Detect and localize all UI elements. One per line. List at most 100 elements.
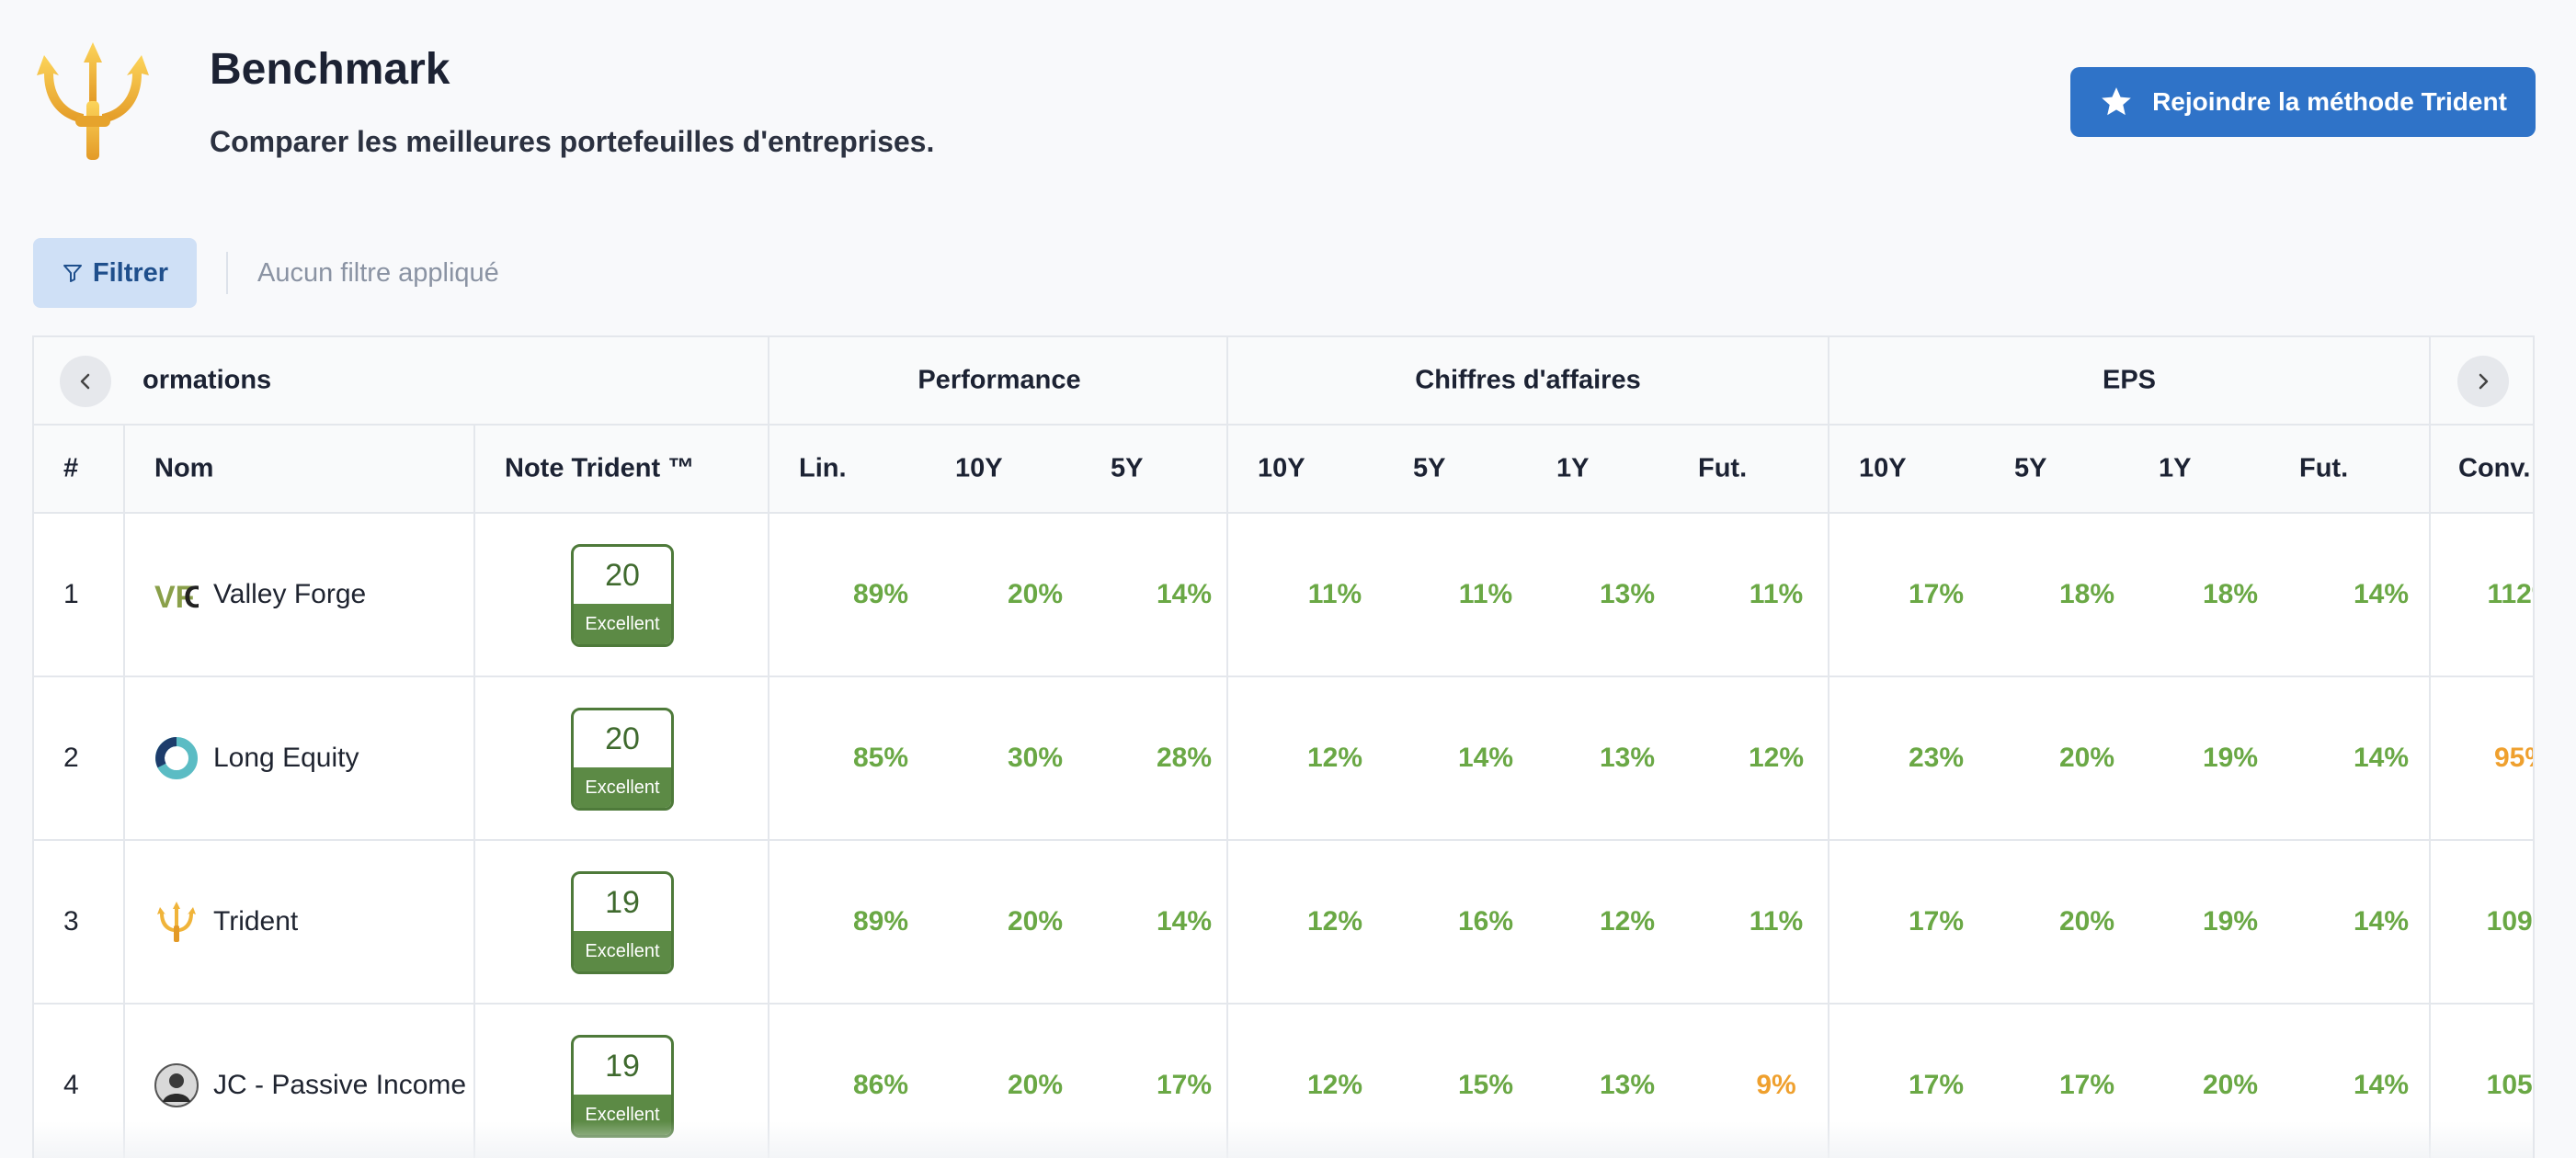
conv-cell: 112% [2487, 579, 2533, 609]
portfolio-avatar [154, 900, 199, 944]
valley-forge-logo-icon: VFC [154, 580, 199, 615]
col-name[interactable]: Nom [154, 453, 214, 483]
rank-cell: 1 [63, 579, 79, 609]
filter-button[interactable]: Filtrer [33, 238, 197, 308]
e10-cell: 23% [1908, 743, 1965, 773]
star-icon [2102, 87, 2131, 116]
col-perf-10y[interactable]: 10Y [955, 453, 1003, 483]
p5-cell: 17% [1156, 1070, 1213, 1100]
col-eps-1y[interactable]: 1Y [2159, 453, 2192, 483]
svg-text:C: C [184, 580, 199, 615]
col-ca-5y[interactable]: 5Y [1413, 453, 1446, 483]
col-perf-lin[interactable]: Lin. [799, 453, 847, 483]
c5-cell: 15% [1457, 1070, 1514, 1100]
col-perf-5y[interactable]: 5Y [1111, 453, 1144, 483]
col-ca-10y[interactable]: 10Y [1258, 453, 1305, 483]
divider [123, 426, 125, 1158]
trident-row-logo-icon [157, 902, 196, 942]
portfolio-avatar: VFC [154, 573, 199, 617]
col-conv[interactable]: Conv. [2458, 453, 2531, 483]
ef-cell: 14% [2353, 579, 2410, 609]
table-row[interactable]: 4 JC - Passive Income 19 Excellent 86% 20% 17%… [34, 1005, 2533, 1158]
group-informations: ormations [142, 365, 272, 395]
portfolio-name: Trident [213, 906, 299, 937]
name-cell[interactable]: Trident [154, 900, 298, 944]
score-badge: 20 Excellent [571, 708, 674, 811]
p10-cell: 20% [1007, 906, 1064, 937]
e5-cell: 20% [2058, 743, 2115, 773]
p5-cell: 14% [1156, 906, 1213, 937]
p10-cell: 30% [1007, 743, 1064, 773]
e5-cell: 17% [2058, 1070, 2115, 1100]
table-row[interactable]: 1 VFC Valley Forge 20 Excellent 89% 20% 14% 11% 1… [34, 514, 2533, 677]
col-eps-10y[interactable]: 10Y [1859, 453, 1907, 483]
page-subtitle: Comparer les meilleures portefeuilles d'… [210, 125, 935, 158]
col-ca-1y[interactable]: 1Y [1556, 453, 1590, 483]
table-row[interactable]: 2 Long Equity 20 Excellent 85% 30% 28% 12% 14% 13… [34, 677, 2533, 841]
col-ca-fut[interactable]: Fut. [1698, 453, 1748, 483]
name-cell[interactable]: Long Equity [154, 736, 359, 780]
column-header-row: # Nom Note Trident ™ Lin. 10Y 5Y 10Y 5Y … [34, 426, 2533, 514]
p5-cell: 28% [1156, 743, 1213, 773]
join-trident-label: Rejoindre la méthode Trident [2152, 87, 2507, 116]
ef-cell: 14% [2353, 1070, 2410, 1100]
col-eps-fut[interactable]: Fut. [2299, 453, 2349, 483]
filter-divider [226, 252, 228, 294]
page-header: Benchmark Comparer les meilleures portef… [0, 0, 2576, 221]
c1-cell: 12% [1599, 906, 1656, 937]
portfolio-avatar [154, 736, 199, 780]
e1-cell: 19% [2202, 906, 2259, 937]
e10-cell: 17% [1908, 1070, 1965, 1100]
ef-cell: 14% [2353, 743, 2410, 773]
col-rank[interactable]: # [63, 453, 79, 483]
score-label: Excellent [574, 604, 671, 644]
rank-cell: 4 [63, 1070, 79, 1100]
col-eps-5y[interactable]: 5Y [2014, 453, 2047, 483]
cf-cell: 9% [1756, 1070, 1796, 1100]
long-equity-logo-icon [155, 737, 198, 779]
score-badge: 20 Excellent [571, 544, 674, 647]
cf-cell: 12% [1748, 743, 1805, 773]
cf-cell: 11% [1749, 906, 1804, 937]
portfolio-name: JC - Passive Income [213, 1070, 467, 1100]
e1-cell: 18% [2202, 579, 2259, 609]
c10-cell: 12% [1306, 1070, 1363, 1100]
conv-cell: 105% [2486, 1070, 2533, 1100]
e5-cell: 20% [2058, 906, 2115, 937]
score-label: Excellent [574, 767, 671, 808]
divider [768, 337, 769, 1158]
scroll-left-button[interactable] [60, 356, 111, 407]
benchmark-table: ormations Performance Chiffres d'affaire… [32, 335, 2535, 1158]
c5-cell: 14% [1457, 743, 1514, 773]
divider [473, 426, 475, 1158]
divider [1226, 337, 1228, 1158]
table-row[interactable]: 3 Trident 19 Excellent 89% 20% 14% 12% 16% 12% 11%… [34, 841, 2533, 1005]
score-value: 19 [605, 884, 640, 920]
lin-cell: 89% [852, 579, 909, 609]
col-note-trident[interactable]: Note Trident ™ [505, 453, 695, 483]
e1-cell: 20% [2202, 1070, 2259, 1100]
divider [2429, 337, 2431, 1158]
trident-logo-icon [37, 42, 149, 160]
score-value: 20 [605, 721, 640, 756]
group-eps: EPS [2102, 365, 2157, 395]
lin-cell: 85% [852, 743, 909, 773]
name-cell[interactable]: VFC Valley Forge [154, 573, 366, 617]
c5-cell: 16% [1457, 906, 1514, 937]
scroll-right-button[interactable] [2457, 356, 2509, 407]
c10-cell: 12% [1306, 743, 1363, 773]
p10-cell: 20% [1007, 1070, 1064, 1100]
portfolio-avatar [154, 1063, 199, 1107]
e5-cell: 18% [2058, 579, 2115, 609]
conv-cell: 109% [2486, 906, 2533, 937]
name-cell[interactable]: JC - Passive Income [154, 1063, 466, 1107]
jc-avatar-icon [154, 1063, 199, 1107]
score-value: 20 [605, 557, 640, 593]
c1-cell: 13% [1599, 579, 1656, 609]
join-trident-button[interactable]: Rejoindre la méthode Trident [2070, 67, 2536, 137]
c10-cell: 11% [1307, 579, 1362, 609]
c1-cell: 13% [1599, 1070, 1656, 1100]
page-title: Benchmark [210, 45, 450, 94]
svg-text:VF: VF [154, 580, 194, 615]
score-value: 19 [605, 1048, 640, 1084]
